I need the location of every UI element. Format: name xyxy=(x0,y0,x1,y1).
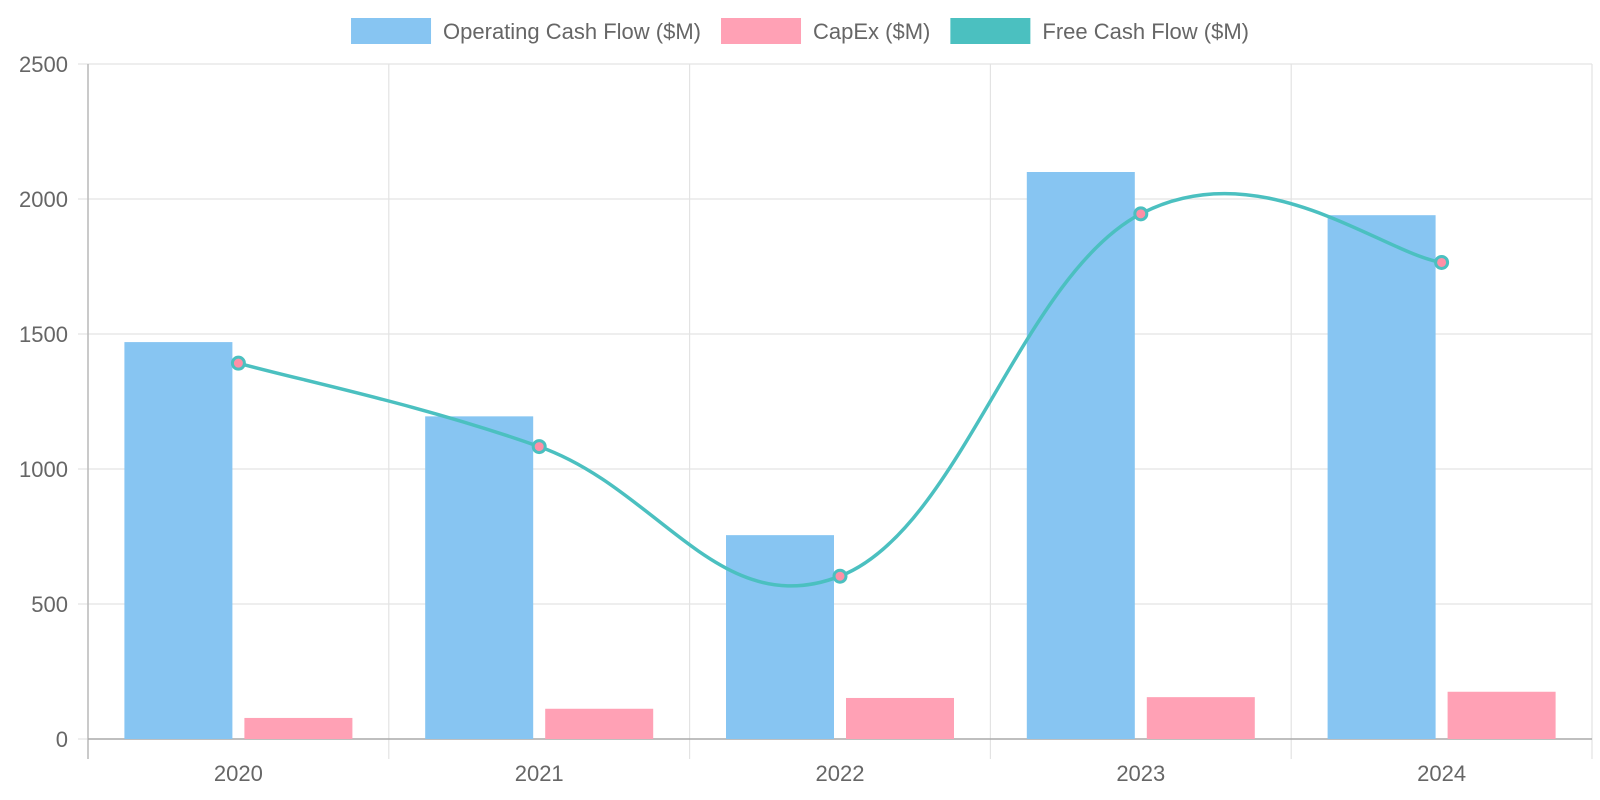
chart-grid xyxy=(78,63,1593,759)
y-tick-label: 2500 xyxy=(19,52,68,77)
free-cash-flow-point-2020 xyxy=(230,355,246,371)
free-cash-flow-line xyxy=(237,191,1442,588)
x-tick-label: 2020 xyxy=(214,761,263,786)
y-tick-label: 500 xyxy=(31,592,68,617)
legend-label-capex-m: CapEx ($M) xyxy=(813,19,930,44)
bar-capex-m-2020 xyxy=(244,717,353,739)
legend-label-operating-cash-flow-m: Operating Cash Flow ($M) xyxy=(443,19,701,44)
x-tick-label: 2022 xyxy=(816,761,865,786)
legend-swatch-operating-cash-flow-m xyxy=(351,18,432,44)
legend-label-free-cash-flow-m: Free Cash Flow ($M) xyxy=(1042,19,1249,44)
bar-operating-cash-flow-m-2021 xyxy=(425,416,534,739)
bar-operating-cash-flow-m-2022 xyxy=(726,535,834,739)
chart-legend: Operating Cash Flow ($M) CapEx ($M) Free C… xyxy=(351,18,1249,44)
bar-capex-m-2024 xyxy=(1447,691,1556,739)
bar-capex-m-2023 xyxy=(1146,697,1255,739)
free-cash-flow-point-2021 xyxy=(531,439,547,455)
y-tick-label: 2000 xyxy=(19,187,68,212)
free-cash-flow-point-2022 xyxy=(832,568,848,584)
x-tick-label: 2024 xyxy=(1417,761,1466,786)
free-cash-flow-point-2023 xyxy=(1133,206,1149,222)
x-tick-label: 2023 xyxy=(1116,761,1165,786)
legend-swatch-capex-m xyxy=(721,18,802,44)
bar-capex-m-2022 xyxy=(846,697,954,739)
chart-line xyxy=(230,191,1450,588)
bar-operating-cash-flow-m-2024 xyxy=(1327,215,1436,739)
y-tick-label: 1000 xyxy=(19,457,68,482)
chart-bars xyxy=(124,172,1556,739)
bar-operating-cash-flow-m-2023 xyxy=(1026,172,1135,739)
chart-ticks: 0 500 1000 1500 2000 2500 2020 2021 2022 2023 2024 xyxy=(19,52,1466,786)
bar-operating-cash-flow-m-2020 xyxy=(124,342,233,739)
free-cash-flow-point-2024 xyxy=(1434,254,1450,270)
y-tick-label: 1500 xyxy=(19,322,68,347)
x-tick-label: 2021 xyxy=(515,761,564,786)
y-tick-label: 0 xyxy=(56,727,68,752)
legend-swatch-free-cash-flow-m xyxy=(950,18,1031,44)
bar-capex-m-2021 xyxy=(545,708,654,739)
